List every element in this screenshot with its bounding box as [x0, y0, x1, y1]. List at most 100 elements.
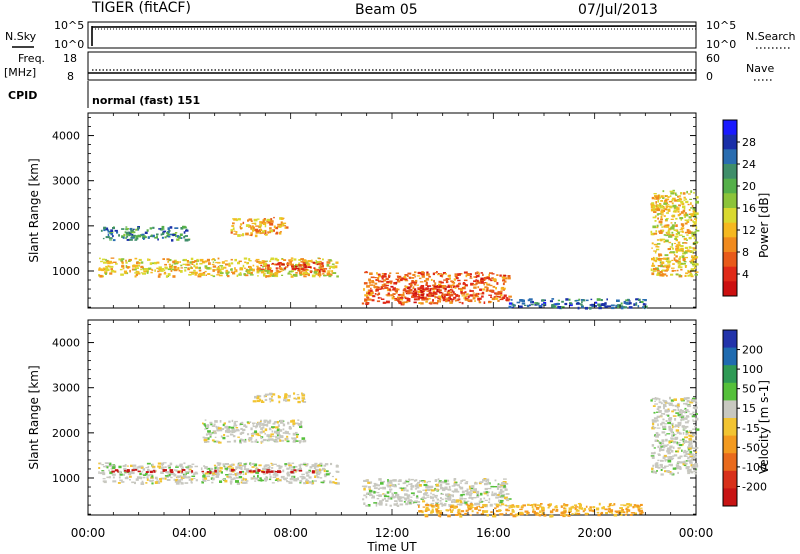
power-cell [454, 287, 457, 289]
velocity-cell [563, 514, 567, 517]
x-axis-ticks: 00:00 04:00 08:00 12:00 16:00 20:00 00:00 [71, 526, 714, 540]
velocity-cell [146, 462, 151, 465]
velocity-cell [273, 472, 278, 474]
velocity-cell [235, 428, 239, 431]
velocity-cell [667, 452, 671, 455]
power-cell [140, 265, 144, 269]
power-cell [658, 253, 662, 255]
power-cell [479, 288, 482, 291]
velocity-cell [294, 465, 298, 468]
power-cell [194, 273, 197, 276]
velocity-cell [274, 426, 279, 429]
power-cell [462, 282, 465, 285]
power-colorbar-swatch [723, 237, 737, 253]
power-cell [264, 229, 267, 232]
power-cell [500, 297, 503, 300]
velocity-cell [692, 433, 695, 437]
velocity-cell [503, 478, 507, 480]
velocity-cell [664, 459, 667, 462]
velocity-cell [256, 397, 260, 400]
power-cell [298, 269, 301, 272]
power-cell [226, 275, 230, 278]
power-cell [653, 232, 658, 235]
power-cell [201, 273, 205, 276]
velocity-cell [476, 495, 480, 498]
velocity-cell [419, 480, 423, 482]
velocity-cell [235, 429, 240, 432]
velocity-cell [269, 392, 273, 395]
power-cell [500, 287, 504, 290]
velocity-colorbar-swatch [723, 400, 737, 419]
velocity-cell [448, 504, 452, 506]
velocity-cell [670, 430, 673, 434]
velocity-cell [253, 475, 255, 478]
velocity-cell [302, 440, 305, 443]
power-cell [535, 302, 540, 305]
velocity-cell [286, 472, 290, 475]
velocity-cell [687, 420, 690, 422]
velocity-cell [188, 478, 192, 481]
velocity-cell [659, 442, 663, 445]
power-cell [314, 261, 317, 265]
power-cell [281, 274, 284, 276]
power-cell [508, 305, 512, 309]
power-cell [690, 259, 695, 262]
power-cell [180, 270, 183, 273]
velocity-cell [241, 431, 245, 434]
power-cell [180, 267, 184, 269]
power-cell [425, 300, 428, 303]
power-cell [689, 231, 693, 234]
power-cell [673, 259, 677, 261]
power-cell [253, 218, 258, 222]
velocity-cell [625, 508, 629, 510]
power-cell [633, 303, 636, 306]
power-cell [674, 192, 677, 196]
velocity-cell [479, 492, 483, 496]
velocity-cell [190, 480, 193, 484]
power-cell [257, 275, 259, 277]
power-colorbar-label: 28 [742, 136, 756, 149]
power-cell [279, 267, 283, 270]
power-cell [651, 232, 654, 236]
power-cell [656, 257, 659, 260]
power-cell [285, 226, 289, 229]
velocity-cell [150, 480, 153, 482]
velocity-cell [274, 474, 279, 477]
velocity-cell [403, 488, 406, 490]
power-cell [195, 260, 199, 262]
velocity-cell [538, 514, 542, 517]
power-cell [660, 229, 664, 233]
velocity-cell [276, 421, 279, 424]
velocity-cell [267, 438, 270, 441]
power-cell [254, 260, 259, 262]
velocity-cell [447, 497, 450, 500]
velocity-cell [694, 434, 697, 437]
velocity-cell [176, 475, 179, 479]
velocity-cell [693, 454, 697, 456]
velocity-cell [389, 490, 392, 493]
velocity-cell [669, 472, 674, 475]
power-cell [101, 258, 106, 261]
power-cell [174, 262, 178, 265]
velocity-cell [628, 503, 633, 507]
power-cell [413, 294, 418, 297]
velocity-cell [677, 414, 682, 417]
power-cell [124, 272, 127, 274]
power-cell [193, 264, 196, 268]
power-cell [478, 299, 481, 303]
power-cell [453, 296, 457, 299]
velocity-cell [685, 415, 690, 417]
power-cell [204, 267, 207, 269]
velocity-cell [264, 395, 267, 398]
velocity-cell [666, 402, 671, 404]
power-cell [436, 285, 440, 288]
power-cell [102, 267, 105, 269]
velocity-cell [214, 469, 217, 473]
velocity-cell [99, 472, 104, 475]
power-cell [264, 231, 267, 234]
power-cell [483, 301, 486, 304]
velocity-ytick-label: 3000 [52, 382, 80, 395]
velocity-cell [319, 468, 321, 472]
power-cell [690, 250, 693, 252]
velocity-cell [368, 489, 373, 493]
